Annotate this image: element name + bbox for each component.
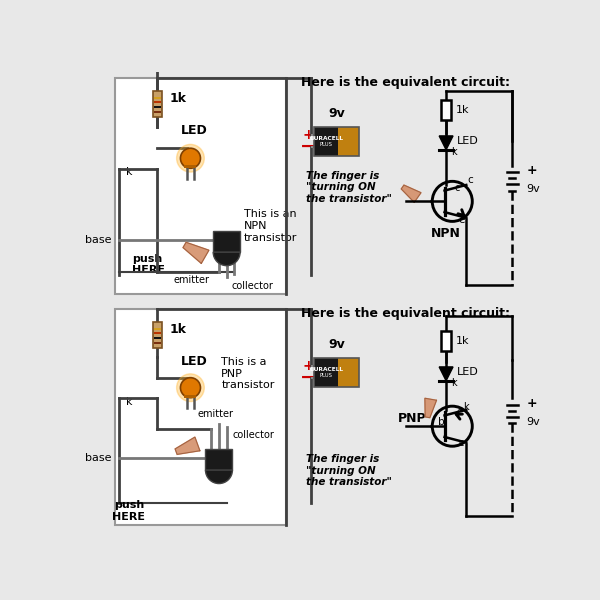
Text: 1k: 1k xyxy=(455,336,469,346)
Polygon shape xyxy=(401,185,421,202)
Bar xyxy=(154,342,161,344)
Text: This is an
NPN
transistor: This is an NPN transistor xyxy=(244,209,297,242)
Bar xyxy=(184,395,196,398)
Text: collector: collector xyxy=(231,281,273,292)
Text: 9v: 9v xyxy=(328,107,345,119)
Bar xyxy=(115,309,286,525)
Bar xyxy=(311,365,314,368)
Text: e: e xyxy=(457,407,463,418)
Text: c: c xyxy=(458,438,464,448)
Text: k: k xyxy=(451,378,457,388)
Bar xyxy=(441,331,451,351)
Text: base: base xyxy=(85,453,111,463)
Text: +: + xyxy=(526,397,537,410)
Text: 9v: 9v xyxy=(526,416,540,427)
Polygon shape xyxy=(439,136,453,150)
Polygon shape xyxy=(425,398,437,418)
Text: DURACELL: DURACELL xyxy=(309,136,343,142)
Text: base: base xyxy=(85,235,111,245)
Bar xyxy=(314,127,338,156)
Text: k: k xyxy=(125,397,132,407)
Text: +: + xyxy=(526,164,537,177)
Bar xyxy=(311,146,314,148)
Text: c: c xyxy=(467,175,473,185)
Bar xyxy=(184,165,196,168)
Text: LED: LED xyxy=(457,367,479,377)
Text: LED: LED xyxy=(181,124,208,137)
Text: emitter: emitter xyxy=(197,409,233,419)
Text: c: c xyxy=(455,183,460,193)
Text: k: k xyxy=(463,402,469,412)
Bar xyxy=(154,106,161,108)
Text: −: − xyxy=(300,137,316,156)
Bar xyxy=(311,134,314,137)
Text: PNP: PNP xyxy=(398,412,427,425)
Text: 1k: 1k xyxy=(455,105,469,115)
Bar xyxy=(154,111,161,113)
Text: The finger is
"turning ON
the transistor": The finger is "turning ON the transistor… xyxy=(306,454,392,487)
Bar xyxy=(338,358,359,387)
Text: LED: LED xyxy=(457,136,479,146)
Bar xyxy=(154,332,161,334)
Bar xyxy=(441,100,451,120)
Text: collector: collector xyxy=(233,430,275,440)
Text: Here is the equivalent circuit:: Here is the equivalent circuit: xyxy=(301,307,511,320)
Bar xyxy=(154,337,161,339)
Bar xyxy=(115,78,286,294)
Bar xyxy=(213,230,240,252)
Text: Here is the equivalent circuit:: Here is the equivalent circuit: xyxy=(301,76,511,89)
Bar xyxy=(338,127,359,156)
Bar xyxy=(153,322,161,349)
Bar xyxy=(311,377,314,379)
Text: 1k: 1k xyxy=(170,92,187,104)
Polygon shape xyxy=(439,367,453,381)
Bar xyxy=(153,91,161,118)
Polygon shape xyxy=(175,437,200,454)
Text: 9v: 9v xyxy=(328,338,345,350)
Text: push
HERE: push HERE xyxy=(112,500,145,521)
Text: DURACELL: DURACELL xyxy=(309,367,343,373)
Bar xyxy=(205,449,232,470)
Text: The finger is
"turning ON
the transistor": The finger is "turning ON the transistor… xyxy=(306,171,392,204)
Bar xyxy=(154,328,161,329)
Circle shape xyxy=(176,145,205,172)
Text: emitter: emitter xyxy=(174,275,210,285)
Wedge shape xyxy=(205,470,232,484)
Circle shape xyxy=(181,377,200,398)
Text: This is a
PNP
transistor: This is a PNP transistor xyxy=(221,357,275,391)
Text: e: e xyxy=(458,215,465,225)
Text: 1k: 1k xyxy=(170,323,187,335)
Text: k: k xyxy=(125,167,132,177)
Text: +: + xyxy=(302,128,314,142)
Text: NPN: NPN xyxy=(431,227,461,240)
Text: k: k xyxy=(451,147,457,157)
Text: 9v: 9v xyxy=(526,184,540,194)
Text: b: b xyxy=(439,418,445,427)
Text: LED: LED xyxy=(181,355,208,368)
Bar xyxy=(314,358,359,387)
Bar xyxy=(314,358,338,387)
Bar xyxy=(154,97,161,98)
Polygon shape xyxy=(183,242,209,263)
Text: push
HERE: push HERE xyxy=(132,254,165,275)
Bar xyxy=(314,127,359,156)
Text: PLUS: PLUS xyxy=(320,373,332,378)
Bar xyxy=(154,101,161,103)
Wedge shape xyxy=(213,252,240,266)
Circle shape xyxy=(181,148,200,168)
Text: PLUS: PLUS xyxy=(320,142,332,147)
Circle shape xyxy=(176,374,205,401)
Text: −: − xyxy=(300,368,316,387)
Text: +: + xyxy=(302,359,314,373)
